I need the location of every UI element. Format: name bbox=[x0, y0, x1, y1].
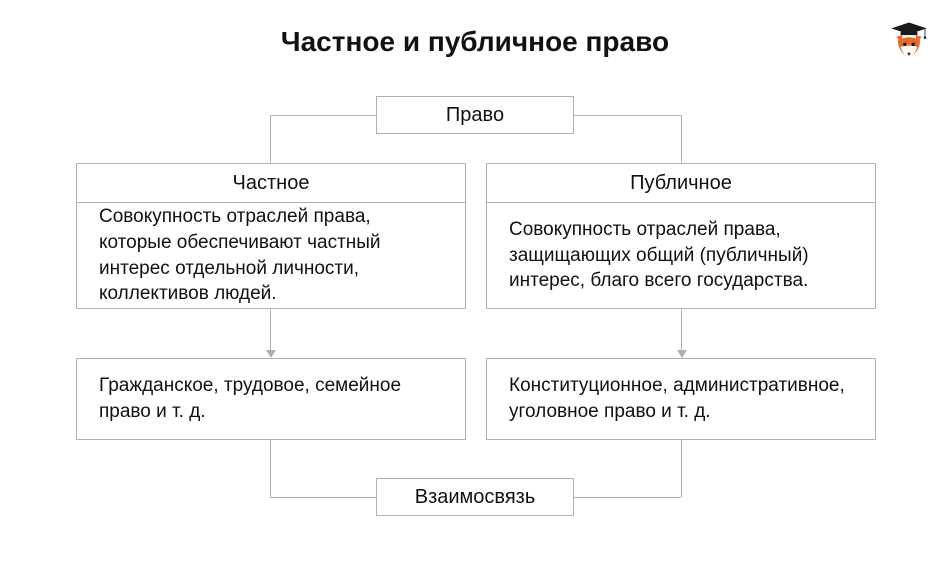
left-examples: Гражданское, трудовое, семейное право и … bbox=[76, 358, 466, 440]
right-header-label: Публичное bbox=[630, 170, 732, 197]
cap-band bbox=[901, 32, 918, 35]
connector bbox=[270, 497, 376, 498]
bottom-node: Взаимосвязь bbox=[376, 478, 574, 516]
left-header: Частное bbox=[76, 163, 466, 203]
left-description-text: Совокупность отраслей права, которые обе… bbox=[99, 204, 443, 307]
fox-logo-icon bbox=[888, 20, 930, 62]
right-description-text: Совокупность отраслей права, защища­ющих… bbox=[509, 217, 853, 294]
connector bbox=[681, 440, 682, 497]
right-header: Публичное bbox=[486, 163, 876, 203]
eye-left bbox=[903, 43, 906, 46]
left-header-label: Частное bbox=[233, 170, 310, 197]
connector bbox=[270, 309, 271, 352]
left-description: Совокупность отраслей права, которые обе… bbox=[76, 203, 466, 309]
right-examples: Конституционное, административное, уголо… bbox=[486, 358, 876, 440]
connector bbox=[270, 440, 271, 497]
left-examples-text: Гражданское, трудовое, семейное право и … bbox=[99, 373, 443, 424]
root-label: Право bbox=[446, 102, 504, 129]
connector bbox=[574, 115, 681, 116]
connector bbox=[681, 309, 682, 352]
connector bbox=[270, 115, 376, 116]
right-examples-text: Конституционное, административное, уголо… bbox=[509, 373, 853, 424]
eye-right bbox=[912, 43, 915, 46]
connector bbox=[574, 497, 681, 498]
tassel-ball bbox=[924, 36, 927, 39]
right-description: Совокупность отраслей права, защища­ющих… bbox=[486, 203, 876, 309]
bottom-label: Взаимосвязь bbox=[415, 484, 536, 511]
arrow-down-icon bbox=[266, 350, 276, 358]
page-title: Частное и публичное право bbox=[0, 26, 950, 58]
fox-muzzle bbox=[901, 46, 918, 59]
root-node: Право bbox=[376, 96, 574, 134]
connector bbox=[681, 115, 682, 163]
connector bbox=[270, 115, 271, 163]
arrow-down-icon bbox=[677, 350, 687, 358]
